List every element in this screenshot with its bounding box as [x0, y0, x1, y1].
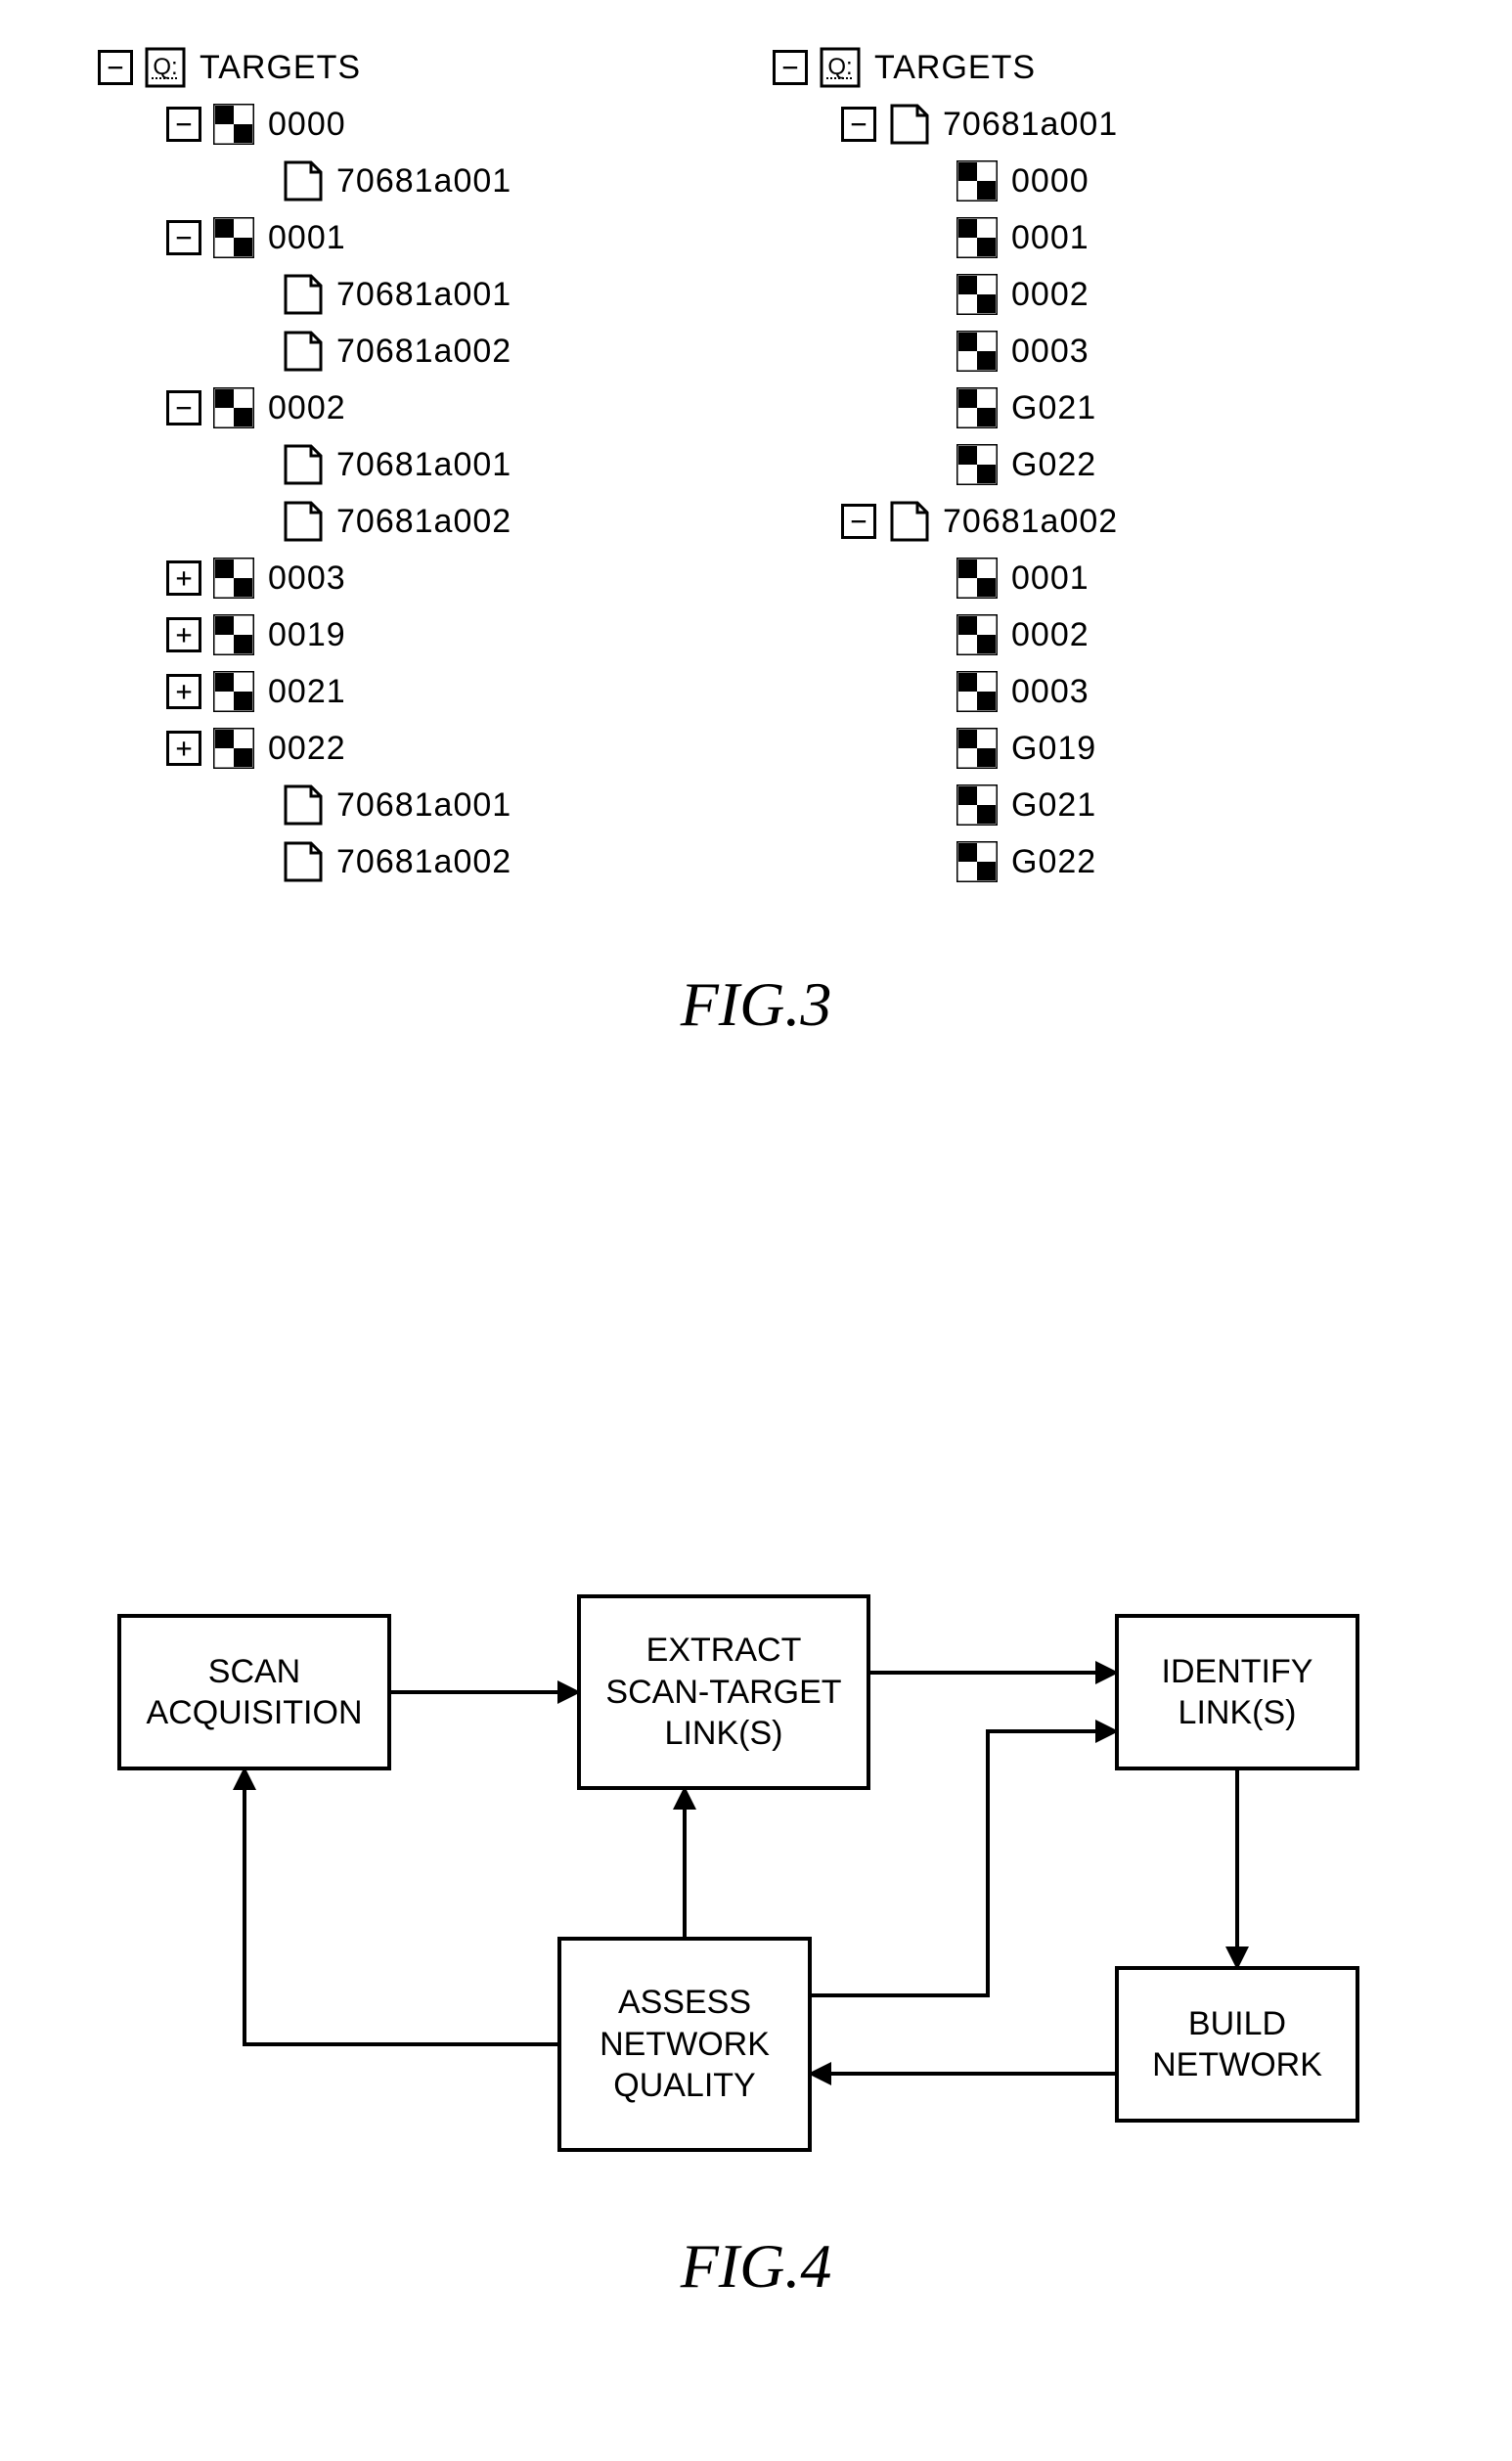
flow-box-build: BUILDNETWORK — [1115, 1966, 1359, 2123]
flow-box-label: ASSESSNETWORKQUALITY — [600, 1982, 770, 2107]
flow-box-label: BUILDNETWORK — [1152, 2003, 1322, 2086]
page: Q: −TARGETS−000070681a001−000170681a0017… — [0, 0, 1512, 2461]
flow-arrow — [245, 1770, 557, 2044]
fig4-caption: FIG.4 — [0, 2230, 1512, 2303]
flow-box-extract: EXTRACTSCAN-TARGETLINK(S) — [577, 1594, 870, 1790]
flow-box-identify: IDENTIFYLINK(S) — [1115, 1614, 1359, 1770]
flow-box-label: IDENTIFYLINK(S) — [1162, 1651, 1313, 1734]
flow-box-scan: SCANACQUISITION — [117, 1614, 391, 1770]
flow-box-label: EXTRACTSCAN-TARGETLINK(S) — [605, 1630, 841, 1755]
flow-box-label: SCANACQUISITION — [146, 1651, 362, 1734]
flow-box-assess: ASSESSNETWORKQUALITY — [557, 1937, 812, 2152]
